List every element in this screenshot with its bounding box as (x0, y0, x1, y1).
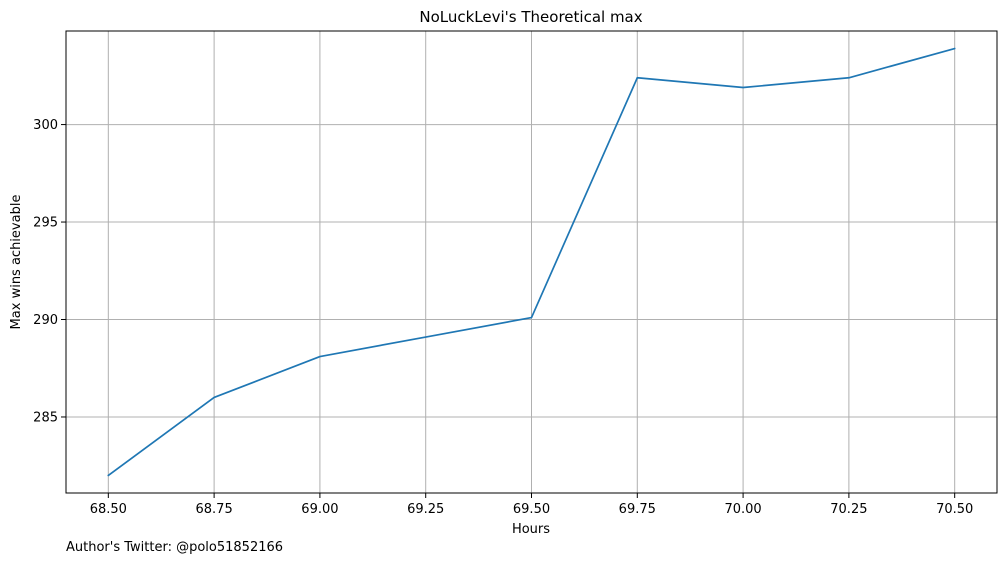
x-tick-label: 69.75 (619, 502, 656, 517)
x-tick-label: 70.25 (830, 502, 867, 517)
x-tick-label: 70.00 (724, 502, 761, 517)
y-tick-label: 300 (33, 118, 58, 133)
grid-layer (66, 31, 997, 493)
x-tick-label: 68.50 (90, 502, 127, 517)
x-tick-label: 69.25 (407, 502, 444, 517)
plot-frame (65, 30, 998, 494)
x-tick-label: 68.75 (196, 502, 233, 517)
y-axis-label: Max wins achievable (9, 195, 24, 330)
series-line-0 (107, 47, 956, 477)
x-axis-label: Hours (512, 522, 550, 537)
x-tick-label: 69.50 (513, 502, 550, 517)
chart-title: NoLuckLevi's Theoretical max (419, 8, 642, 26)
tick-layer: 68.50 68.75 69.00 69.25 69.50 69.75 70.00 70.25… (33, 118, 973, 517)
series-layer (107, 47, 956, 477)
y-tick-label: 290 (33, 313, 58, 328)
x-tick-label: 70.50 (936, 502, 973, 517)
x-tick-label: 69.00 (301, 502, 338, 517)
y-tick-label: 285 (33, 410, 58, 425)
y-tick-label: 295 (33, 216, 58, 231)
author-footnote: Author's Twitter: @polo51852166 (66, 540, 283, 555)
